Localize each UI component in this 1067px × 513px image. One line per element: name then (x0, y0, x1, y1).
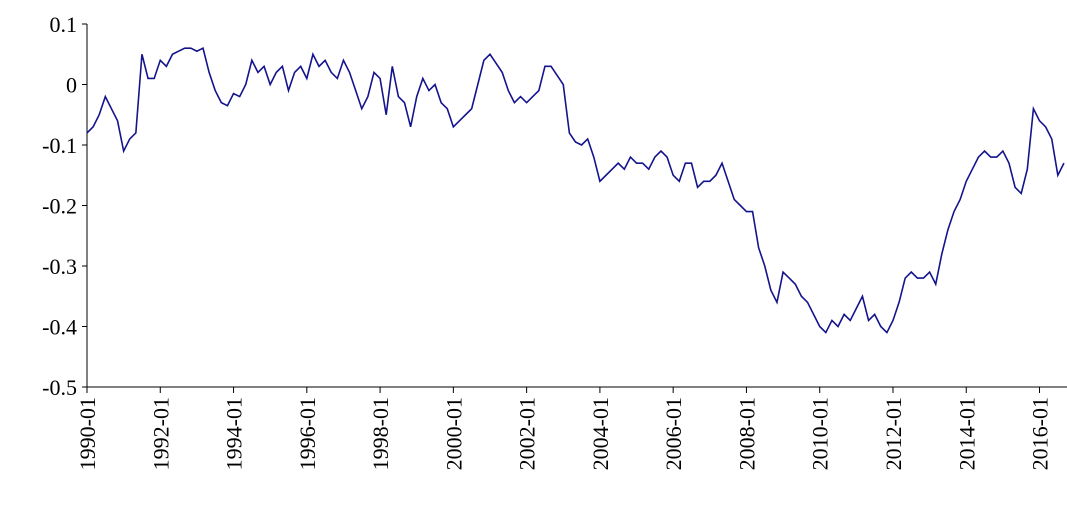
x-tick-label: 1990-01 (75, 397, 100, 470)
x-tick-label: 2006-01 (661, 397, 686, 470)
x-tick-label: 2002-01 (515, 397, 540, 470)
x-tick-label: 2004-01 (588, 397, 613, 470)
x-tick-label: 1996-01 (295, 397, 320, 470)
y-tick-label: -0.4 (42, 315, 77, 340)
y-tick-label: -0.2 (42, 194, 77, 219)
y-tick-label: -0.5 (42, 375, 77, 400)
y-tick-label: 0.1 (50, 12, 78, 37)
y-tick-label: -0.3 (42, 254, 77, 279)
y-tick-label: -0.1 (42, 133, 77, 158)
y-tick-label: 0 (66, 73, 77, 98)
x-tick-label: 1992-01 (148, 397, 173, 470)
data-line (86, 47, 1065, 334)
x-tick-label: 2016-01 (1028, 397, 1053, 470)
x-tick-label: 2014-01 (954, 397, 979, 470)
x-tick-label: 2008-01 (734, 397, 759, 470)
x-tick-label: 2000-01 (441, 397, 466, 470)
x-tick-label: 1998-01 (368, 397, 393, 470)
x-tick-label: 1994-01 (222, 397, 247, 470)
x-tick-label: 2012-01 (881, 397, 906, 470)
x-tick-label: 2010-01 (808, 397, 833, 470)
